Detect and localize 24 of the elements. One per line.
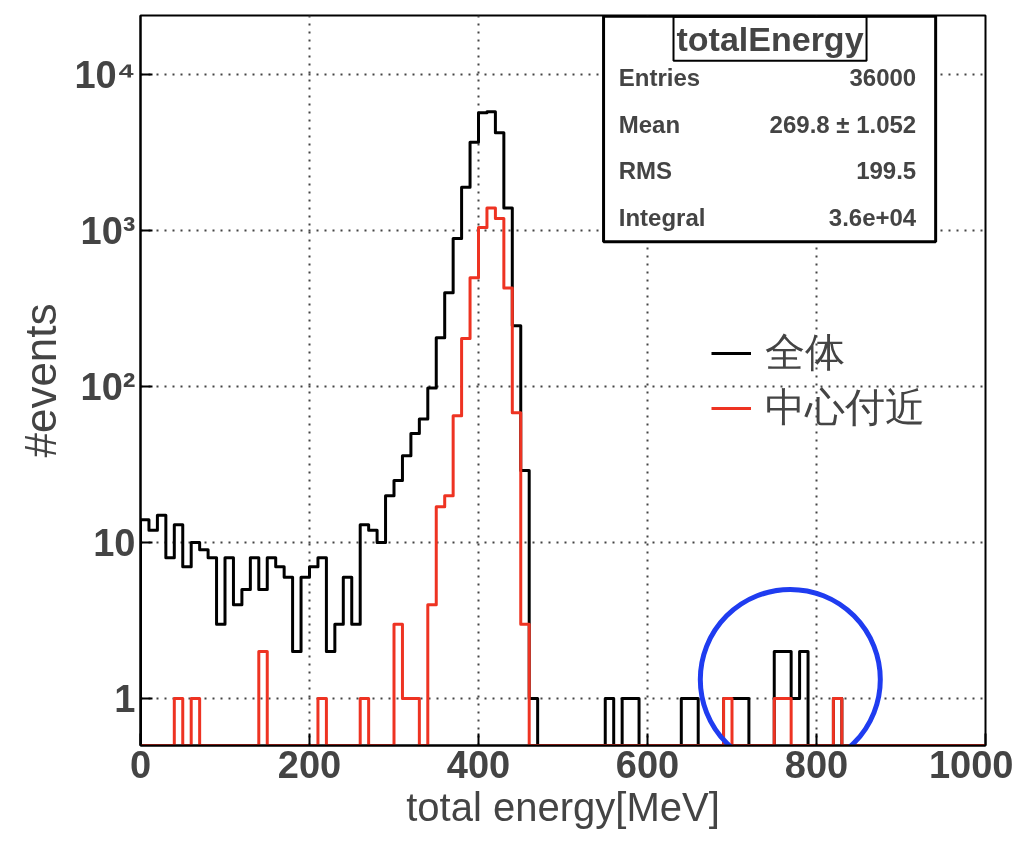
x-tick-label: 400 [446, 743, 511, 786]
annotation: Mean [618, 110, 681, 138]
annotation: totalEnergy [676, 19, 864, 58]
y-tick-label: 1 [114, 677, 136, 720]
annotation: RMS [618, 157, 673, 185]
annotation: Integral [618, 204, 706, 232]
annotation: 3.6e+04 [828, 204, 917, 232]
annotation: 36000 [849, 64, 917, 92]
x-tick-label: 200 [277, 743, 342, 786]
y-tick-label: 10 [93, 521, 136, 564]
annotation: 199.5 [856, 157, 917, 185]
y-axis-title: #events [16, 303, 66, 458]
annotation: Entries [618, 64, 701, 92]
legend-label: 全体 [765, 328, 845, 377]
legend-label: 中心付近 [765, 383, 925, 432]
x-tick-label: 1000 [928, 743, 1013, 786]
x-tick-label: 0 [129, 743, 152, 786]
y-tick-label: 10³ [80, 209, 136, 252]
x-tick-label: 800 [784, 743, 849, 786]
y-tick-label: 10² [80, 365, 136, 408]
x-tick-label: 600 [615, 743, 680, 786]
annotation: 269.8 ± 1.052 [769, 110, 917, 138]
x-axis-title: total energy[MeV] [406, 784, 720, 829]
y-tick-label: 10⁴ [74, 53, 136, 96]
